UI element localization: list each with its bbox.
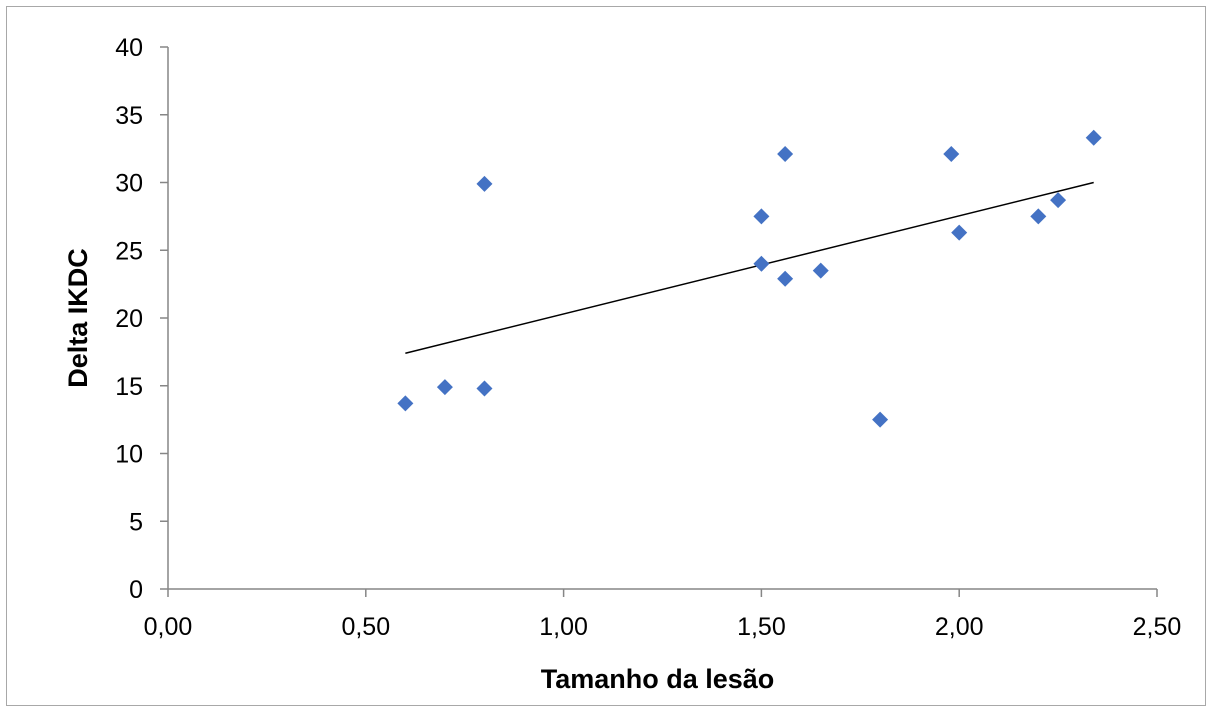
chart-area: 0 5 10 15 20 25 30 35 40 0,00 0,50 1,00 1,50 2,00 2,5…: [6, 6, 1206, 706]
y-tick-label: 35: [115, 102, 143, 130]
x-axis-title: Tamanho da lesão: [541, 664, 775, 694]
y-tick-label: 0: [129, 576, 143, 604]
data-points: [397, 129, 1102, 428]
data-point: [1030, 208, 1047, 225]
y-tick-label: 5: [129, 508, 143, 536]
x-tick-label: 0,50: [341, 613, 390, 641]
trendline: [405, 181, 1094, 354]
data-point: [753, 208, 770, 225]
x-tick-label: 1,00: [539, 613, 588, 641]
y-tick-label: 20: [115, 305, 143, 333]
data-point: [777, 270, 794, 287]
trendline-group: [405, 181, 1094, 354]
x-tick-label: 0,00: [144, 613, 193, 641]
axes: [167, 47, 1157, 590]
data-point: [777, 146, 794, 163]
data-point: [397, 395, 414, 412]
scatter-chart: 0 5 10 15 20 25 30 35 40 0,00 0,50 1,00 1,50 2,00 2,5…: [63, 34, 1182, 694]
x-axis-ticks: 0,00 0,50 1,00 1,50 2,00 2,50: [144, 589, 1182, 641]
y-tick-label: 15: [115, 373, 143, 401]
x-tick-label: 2,50: [1133, 613, 1182, 641]
x-tick-label: 1,50: [737, 613, 786, 641]
y-axis-ticks: 0 5 10 15 20 25 30 35 40: [115, 34, 168, 604]
data-point: [476, 380, 493, 397]
y-axis-title: Delta IKDC: [63, 248, 93, 388]
data-point: [951, 224, 968, 241]
y-tick-label: 25: [115, 237, 143, 265]
data-point: [1050, 192, 1067, 209]
y-tick-label: 10: [115, 441, 143, 469]
data-point: [476, 175, 493, 192]
y-tick-label: 30: [115, 170, 143, 198]
data-point: [872, 411, 889, 428]
y-tick-label: 40: [115, 34, 143, 62]
data-point: [943, 146, 960, 163]
data-point: [1085, 129, 1102, 146]
data-point: [812, 262, 829, 279]
x-tick-label: 2,00: [935, 613, 984, 641]
data-point: [436, 379, 453, 396]
data-point: [753, 255, 770, 272]
